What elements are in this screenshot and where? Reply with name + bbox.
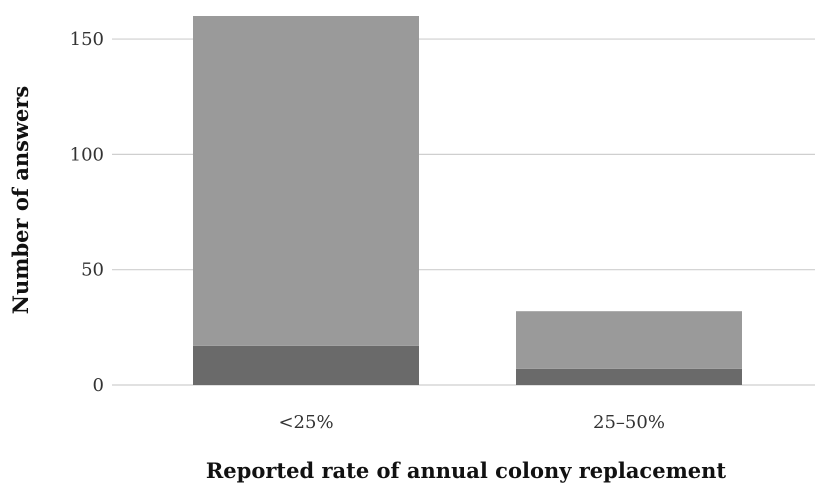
y-tick-labels: 0 50 100 150 (70, 29, 104, 396)
bar-segment-upper-2 (516, 311, 742, 369)
y-axis-title: Number of answers (8, 86, 33, 314)
bar-segment-upper-1 (193, 16, 419, 346)
x-tick-label: <25% (278, 412, 333, 433)
y-tick-label: 100 (70, 144, 104, 165)
x-axis-title: Reported rate of annual colony replaceme… (206, 458, 727, 483)
y-tick-label: 0 (93, 375, 104, 396)
x-tick-label: 25–50% (593, 412, 665, 433)
bars (193, 16, 742, 385)
y-tick-label: 150 (70, 29, 104, 50)
x-tick-labels: <25% 25–50% (278, 412, 665, 433)
bar-segment-lower-1 (193, 345, 419, 385)
y-tick-label: 50 (81, 260, 104, 281)
bar-segment-lower-2 (516, 368, 742, 385)
